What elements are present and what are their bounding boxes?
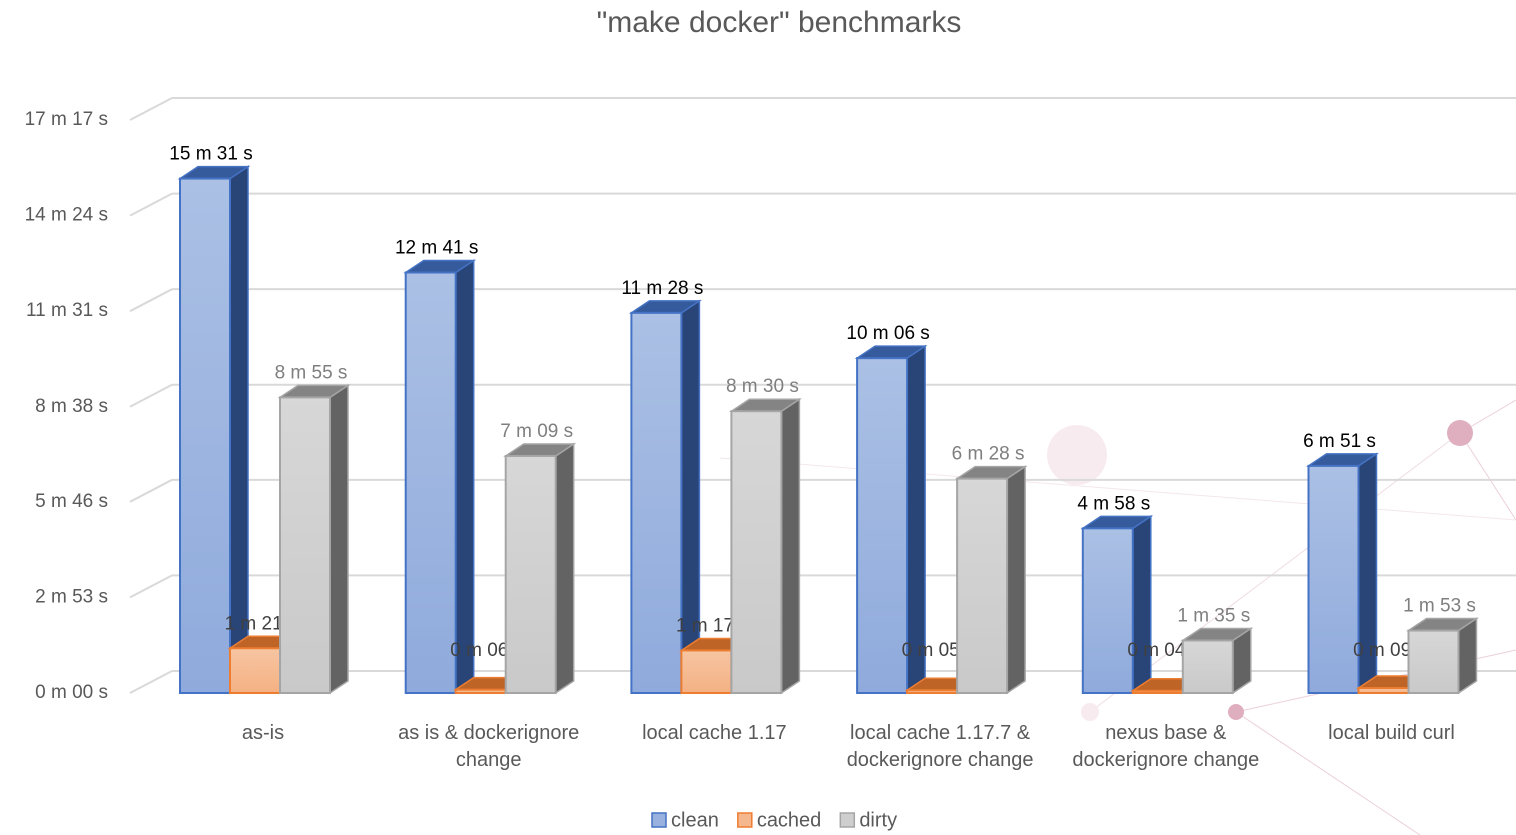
data-label: 1 m 35 s <box>1177 606 1250 627</box>
bar-front <box>1133 691 1183 693</box>
x-tick-label: nexus base & dockerignore change <box>1056 720 1276 774</box>
bar <box>1183 629 1251 693</box>
bar-front <box>957 479 1007 693</box>
grid-line-side <box>130 671 172 693</box>
data-label: 12 m 41 s <box>395 238 478 259</box>
y-tick-label: 0 m 00 s <box>35 682 108 703</box>
x-tick-label: local build curl <box>1282 720 1502 747</box>
bar-front <box>506 456 556 693</box>
bar-front <box>857 358 907 693</box>
grid-line-side <box>130 385 172 407</box>
bar-front <box>1409 631 1459 693</box>
bar-side <box>1007 467 1025 693</box>
y-tick-label: 11 m 31 s <box>26 300 108 321</box>
grid-line-side <box>130 575 172 597</box>
chart-title: "make docker" benchmarks <box>597 6 962 39</box>
y-tick-label: 14 m 24 s <box>25 205 108 226</box>
data-label: 8 m 55 s <box>275 362 348 383</box>
bar-front <box>681 650 731 693</box>
data-label: 10 m 06 s <box>846 323 929 344</box>
bar-front <box>907 690 957 693</box>
x-tick-label: as-is <box>153 720 373 747</box>
bar <box>957 467 1025 693</box>
data-label: 1 m 53 s <box>1403 596 1476 617</box>
bar-front <box>230 648 280 693</box>
bar <box>1083 516 1151 693</box>
legend-swatch <box>840 813 854 827</box>
chart: "make docker" benchmarks 0 m 00 s 2 m 53 … <box>0 0 1516 835</box>
bar-side <box>1133 516 1151 693</box>
bar-front <box>456 690 506 693</box>
bar-front <box>631 313 681 693</box>
bar-front <box>1083 528 1133 693</box>
y-tick-label: 17 m 17 s <box>25 109 108 130</box>
data-label: 6 m 51 s <box>1303 431 1376 452</box>
bar-front <box>1359 688 1409 693</box>
bar-front <box>406 273 456 693</box>
legend-label: dirty <box>859 809 897 831</box>
bar-front <box>1309 466 1359 693</box>
y-tick-label: 8 m 38 s <box>35 396 108 417</box>
bar-side <box>1459 619 1477 693</box>
bar-front <box>1183 641 1233 693</box>
legend-label: cached <box>757 809 822 831</box>
bar-front <box>180 179 230 693</box>
y-tick-label: 2 m 53 s <box>35 586 108 607</box>
bar <box>406 261 474 693</box>
data-label: 7 m 09 s <box>500 421 573 442</box>
legend-label: clean <box>671 809 719 831</box>
bar-side <box>556 444 574 693</box>
x-tick-label: local cache 1.17 <box>604 720 824 747</box>
legend-swatch <box>652 813 666 827</box>
bar <box>280 385 348 693</box>
data-label: 11 m 28 s <box>621 278 703 299</box>
x-tick-label: as is & dockerignore change <box>379 720 599 774</box>
grid-line-side <box>130 289 172 311</box>
chart-page: "make docker" benchmarks 0 m 00 s 2 m 53 … <box>0 0 1516 835</box>
bar <box>731 399 799 693</box>
legend-swatch <box>738 813 752 827</box>
data-label: 6 m 28 s <box>952 444 1025 465</box>
bar-front <box>280 397 330 693</box>
data-label: 8 m 30 s <box>726 376 799 397</box>
bar-side <box>781 399 799 693</box>
x-tick-label: local cache 1.17.7 & dockerignore change <box>830 720 1050 774</box>
y-tick-label: 5 m 46 s <box>35 491 108 512</box>
grid-line-side <box>130 194 172 216</box>
bar <box>506 444 574 693</box>
data-label: 15 m 31 s <box>169 144 252 165</box>
data-label: 4 m 58 s <box>1077 493 1150 514</box>
bar-side <box>456 261 474 693</box>
grid-line-side <box>130 98 172 120</box>
bar-front <box>731 411 781 693</box>
bar <box>1409 619 1477 693</box>
bar-side <box>330 385 348 693</box>
grid-line-side <box>130 480 172 502</box>
